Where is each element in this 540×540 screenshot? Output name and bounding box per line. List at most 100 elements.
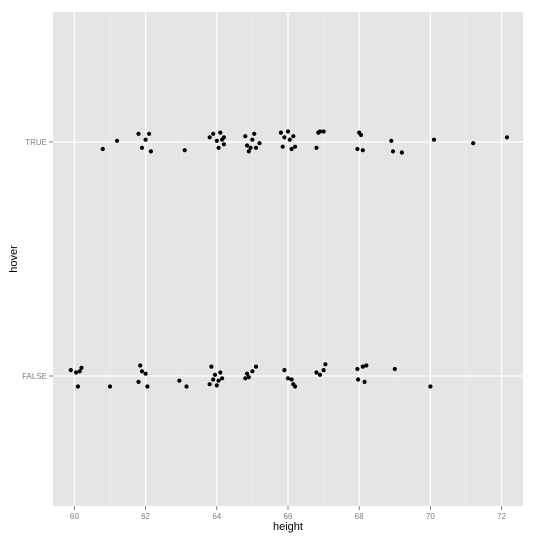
data-point-false <box>139 369 145 374</box>
data-point-true <box>278 130 283 135</box>
data-point-true <box>218 130 223 135</box>
data-point-false <box>218 370 223 375</box>
data-point-true <box>504 135 510 140</box>
data-point-false <box>220 376 225 381</box>
data-point-false <box>364 363 369 368</box>
data-point-false <box>138 363 143 368</box>
data-point-false <box>362 379 367 384</box>
data-point-false <box>177 378 182 383</box>
data-point-false <box>212 372 218 377</box>
data-point-true <box>285 129 291 134</box>
x-tick-label: 60 <box>70 512 79 521</box>
data-point-true <box>136 131 141 136</box>
data-point-false <box>428 384 433 389</box>
major-gridlines <box>53 12 523 506</box>
data-point-true <box>280 144 285 149</box>
data-point-false <box>75 384 80 389</box>
data-point-true <box>287 137 292 142</box>
y-tick-label: FALSE <box>22 372 47 381</box>
data-point-true <box>289 146 294 152</box>
data-point-false <box>323 362 328 367</box>
x-tick-label: 62 <box>141 512 150 521</box>
data-point-false <box>285 376 291 381</box>
x-tick-label: 70 <box>426 512 435 521</box>
data-point-true <box>399 150 404 155</box>
data-point-false <box>143 371 148 376</box>
data-point-false <box>136 379 141 384</box>
data-point-true <box>243 134 248 139</box>
data-point-false <box>209 364 214 369</box>
data-point-false <box>314 370 319 375</box>
x-tick-label: 66 <box>284 512 293 521</box>
data-point-false <box>293 384 298 389</box>
data-point-true <box>139 145 145 150</box>
data-point-false <box>107 384 113 389</box>
data-point-true <box>358 132 364 138</box>
data-point-false <box>145 384 150 389</box>
x-axis-title: height <box>273 521 303 533</box>
data-point-true <box>211 131 216 136</box>
data-point-true <box>115 138 120 143</box>
data-point-true <box>245 143 250 148</box>
data-point-false <box>245 371 250 376</box>
data-point-false <box>253 364 259 369</box>
data-point-true <box>293 144 298 149</box>
data-point-false <box>211 377 216 382</box>
data-point-true <box>148 149 153 154</box>
y-axis: FALSE TRUE <box>22 138 53 381</box>
data-point-false <box>355 366 360 372</box>
data-point-true <box>360 148 365 153</box>
data-point-false <box>282 368 287 373</box>
data-point-true <box>182 148 187 153</box>
data-point-true <box>471 141 476 146</box>
data-point-true <box>147 131 152 136</box>
data-point-false <box>246 375 251 380</box>
minor-gridlines <box>109 12 467 506</box>
x-tick-label: 68 <box>355 512 364 521</box>
data-point-false <box>79 365 84 370</box>
data-point-true <box>207 135 212 140</box>
data-point-false <box>77 369 82 374</box>
data-point-false <box>74 370 79 375</box>
data-point-true <box>252 131 257 136</box>
data-point-false <box>68 368 73 373</box>
y-tick-label: TRUE <box>25 138 47 147</box>
data-point-true <box>250 137 255 142</box>
data-point-false <box>360 364 365 369</box>
data-point-true <box>257 141 262 146</box>
data-point-true <box>389 138 394 143</box>
data-point-false <box>289 377 294 382</box>
data-point-true <box>291 134 296 139</box>
data-point-true <box>246 149 251 154</box>
x-tick-label: 72 <box>497 512 506 521</box>
data-point-false <box>243 376 248 381</box>
data-point-true <box>355 146 360 152</box>
data-points <box>68 129 510 389</box>
data-point-true <box>314 145 319 150</box>
data-point-true <box>431 137 437 142</box>
data-point-true <box>216 145 221 150</box>
data-point-false <box>214 383 219 388</box>
data-point-false <box>321 368 326 373</box>
data-point-true <box>100 146 105 152</box>
y-axis-title: hover <box>8 245 20 273</box>
data-point-false <box>216 378 221 383</box>
data-point-false <box>207 382 212 387</box>
data-point-false <box>184 384 189 389</box>
data-point-true <box>214 138 219 143</box>
data-point-true <box>221 135 226 140</box>
data-point-false <box>250 369 255 374</box>
data-point-true <box>282 135 287 140</box>
data-point-true <box>390 149 396 154</box>
data-point-false <box>356 377 361 382</box>
x-tick-label: 64 <box>212 512 221 521</box>
data-point-false <box>317 372 323 377</box>
data-point-false <box>392 366 397 372</box>
data-point-true <box>321 129 326 134</box>
x-axis: 60 62 64 66 68 70 72 <box>70 506 507 521</box>
data-point-true <box>143 137 148 142</box>
data-point-true <box>248 145 253 150</box>
data-point-true <box>221 142 226 147</box>
data-point-true <box>317 129 323 134</box>
